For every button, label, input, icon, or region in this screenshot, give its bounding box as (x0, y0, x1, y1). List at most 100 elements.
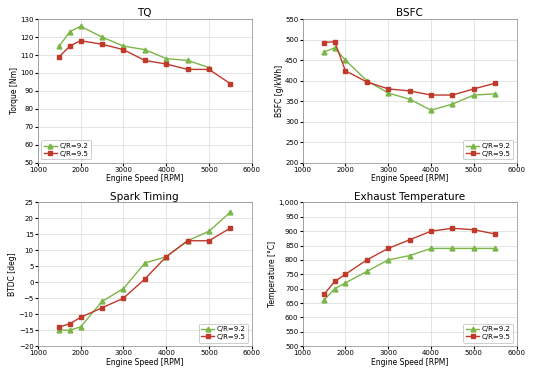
C/R=9.2 (227, 210, 234, 214)
C/R=9.2 (163, 56, 169, 61)
C/R=9.2 (470, 246, 477, 250)
Legend: C/R=9.2, C/R=9.5: C/R=9.2, C/R=9.5 (464, 140, 513, 159)
C/R=9.2 (67, 29, 73, 34)
C/R=9.5 (99, 42, 105, 46)
C/R=9.5 (227, 81, 234, 86)
C/R=9.5 (56, 325, 62, 329)
C/R=9.2 (206, 229, 212, 233)
C/R=9.2 (449, 102, 456, 106)
C/R=9.5 (364, 258, 370, 262)
C/R=9.2 (449, 246, 456, 250)
C/R=9.2 (142, 47, 148, 52)
C/R=9.2 (342, 280, 349, 285)
C/R=9.5 (67, 321, 73, 326)
C/R=9.2 (184, 238, 191, 243)
C/R=9.2 (492, 92, 498, 96)
C/R=9.5 (67, 44, 73, 48)
C/R=9.2 (321, 50, 327, 54)
C/R=9.5 (428, 93, 434, 97)
C/R=9.5 (342, 69, 349, 73)
C/R=9.2 (142, 261, 148, 266)
X-axis label: Engine Speed [RPM]: Engine Speed [RPM] (106, 358, 184, 367)
Line: C/R=9.2: C/R=9.2 (57, 24, 211, 70)
C/R=9.2 (206, 65, 212, 70)
Line: C/R=9.5: C/R=9.5 (321, 226, 498, 297)
C/R=9.2 (385, 258, 391, 262)
Title: BSFC: BSFC (396, 8, 423, 18)
C/R=9.5 (449, 93, 456, 97)
C/R=9.5 (120, 47, 127, 52)
C/R=9.2 (332, 46, 338, 50)
C/R=9.5 (184, 238, 191, 243)
C/R=9.2 (492, 246, 498, 250)
C/R=9.2 (364, 78, 370, 83)
C/R=9.2 (332, 286, 338, 291)
C/R=9.5 (470, 87, 477, 91)
C/R=9.2 (77, 24, 84, 28)
C/R=9.5 (142, 277, 148, 281)
C/R=9.2 (385, 91, 391, 95)
C/R=9.5 (428, 229, 434, 233)
C/R=9.2 (163, 255, 169, 259)
Line: C/R=9.5: C/R=9.5 (321, 39, 498, 98)
C/R=9.5 (142, 58, 148, 63)
C/R=9.2 (120, 286, 127, 291)
C/R=9.2 (470, 93, 477, 97)
C/R=9.2 (67, 328, 73, 332)
C/R=9.2 (99, 299, 105, 304)
Y-axis label: BTDC [deg]: BTDC [deg] (9, 252, 17, 296)
C/R=9.5 (406, 237, 413, 242)
C/R=9.2 (364, 269, 370, 274)
C/R=9.5 (406, 89, 413, 93)
C/R=9.5 (492, 81, 498, 86)
Legend: C/R=9.2, C/R=9.5: C/R=9.2, C/R=9.5 (41, 140, 91, 159)
C/R=9.5 (470, 228, 477, 232)
X-axis label: Engine Speed [RPM]: Engine Speed [RPM] (106, 174, 184, 183)
C/R=9.2 (184, 58, 191, 63)
Title: TQ: TQ (138, 8, 152, 18)
C/R=9.2 (56, 328, 62, 332)
C/R=9.5 (99, 306, 105, 310)
C/R=9.5 (449, 226, 456, 231)
C/R=9.5 (385, 87, 391, 91)
C/R=9.2 (120, 44, 127, 48)
Y-axis label: Temperature [°C]: Temperature [°C] (268, 241, 277, 308)
C/R=9.2 (342, 58, 349, 62)
Legend: C/R=9.2, C/R=9.5: C/R=9.2, C/R=9.5 (464, 324, 513, 343)
C/R=9.5 (364, 80, 370, 84)
C/R=9.2 (406, 254, 413, 258)
Title: Spark Timing: Spark Timing (111, 192, 179, 202)
C/R=9.5 (184, 67, 191, 72)
C/R=9.5 (120, 296, 127, 300)
Line: C/R=9.5: C/R=9.5 (57, 225, 233, 329)
C/R=9.2 (321, 298, 327, 302)
Title: Exhaust Temperature: Exhaust Temperature (354, 192, 465, 202)
C/R=9.2 (406, 97, 413, 101)
C/R=9.2 (428, 108, 434, 112)
C/R=9.5 (227, 226, 234, 230)
Line: C/R=9.2: C/R=9.2 (57, 210, 233, 333)
C/R=9.5 (385, 246, 391, 250)
Y-axis label: BSFC [g/kWh]: BSFC [g/kWh] (274, 65, 284, 117)
C/R=9.5 (342, 272, 349, 276)
C/R=9.5 (321, 40, 327, 45)
C/R=9.5 (492, 232, 498, 236)
X-axis label: Engine Speed [RPM]: Engine Speed [RPM] (371, 174, 449, 183)
C/R=9.5 (332, 39, 338, 44)
Line: C/R=9.2: C/R=9.2 (321, 246, 498, 303)
C/R=9.5 (206, 67, 212, 72)
C/R=9.5 (163, 62, 169, 66)
C/R=9.5 (77, 315, 84, 320)
C/R=9.5 (321, 292, 327, 297)
Line: C/R=9.2: C/R=9.2 (321, 45, 498, 112)
C/R=9.2 (428, 246, 434, 250)
X-axis label: Engine Speed [RPM]: Engine Speed [RPM] (371, 358, 449, 367)
C/R=9.5 (77, 38, 84, 43)
C/R=9.5 (206, 238, 212, 243)
C/R=9.2 (99, 35, 105, 39)
C/R=9.2 (77, 325, 84, 329)
Y-axis label: Torque [Nm]: Torque [Nm] (10, 68, 19, 114)
C/R=9.2 (56, 44, 62, 48)
Line: C/R=9.5: C/R=9.5 (57, 38, 233, 86)
C/R=9.5 (56, 55, 62, 59)
